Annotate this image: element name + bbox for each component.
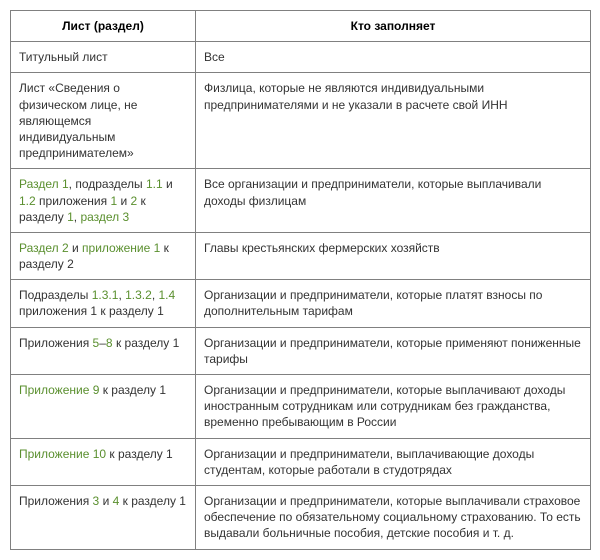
table-row: Раздел 1, подразделы 1.1 и 1.2 приложени… (11, 169, 591, 233)
text-run: Лист «Сведения о физическом лице, не явл… (19, 81, 137, 160)
text-run: Организации и предприниматели, выплачива… (204, 447, 534, 477)
cell-who: Главы крестьянских фермерских хозяйств (196, 232, 591, 279)
table-row: Приложения 5–8 к разделу 1 Организации и … (11, 327, 591, 374)
section-link[interactable]: 1.4 (158, 288, 175, 302)
cell-sheet: Раздел 2 и приложение 1 к разделу 2 (11, 232, 196, 279)
text-run: Организации и предприниматели, которые п… (204, 288, 542, 318)
text-run: Организации и предприниматели, которые в… (204, 383, 565, 429)
cell-who: Физлица, которые не являются индивидуаль… (196, 73, 591, 169)
section-link[interactable]: 1.3.2 (125, 288, 152, 302)
section-link[interactable]: 1 (67, 210, 74, 224)
table-row: Титульный лист Все (11, 42, 591, 73)
text-run: Физлица, которые не являются индивидуаль… (204, 81, 508, 111)
section-link[interactable]: 1.2 (19, 194, 36, 208)
cell-sheet: Приложения 3 и 4 к разделу 1 (11, 485, 196, 549)
text-run: Организации и предприниматели, которые п… (204, 336, 581, 366)
header-sheet: Лист (раздел) (11, 11, 196, 42)
text-run: Все (204, 50, 225, 64)
section-link[interactable]: Раздел 1 (19, 177, 69, 191)
cell-who: Организации и предприниматели, которые в… (196, 375, 591, 439)
text-run: приложения (36, 194, 111, 208)
text-run: Все организации и предприниматели, котор… (204, 177, 541, 207)
text-run: к разделу 1 (99, 383, 166, 397)
cell-who: Организации и предприниматели, которые п… (196, 280, 591, 327)
text-run: Организации и предприниматели, которые в… (204, 494, 581, 540)
text-run: Приложения (19, 336, 93, 350)
text-run: Приложения (19, 494, 93, 508)
text-run: к разделу 1 (113, 336, 180, 350)
text-run: и (117, 194, 130, 208)
table-row: Лист «Сведения о физическом лице, не явл… (11, 73, 591, 169)
section-link[interactable]: приложение 1 (82, 241, 160, 255)
cell-sheet: Приложения 5–8 к разделу 1 (11, 327, 196, 374)
section-link[interactable]: 1.1 (146, 177, 163, 191)
cell-who: Все организации и предприниматели, котор… (196, 169, 591, 233)
section-link[interactable]: 1.3.1 (92, 288, 119, 302)
text-run: приложения 1 к разделу 1 (19, 304, 164, 318)
header-who: Кто заполняет (196, 11, 591, 42)
table-row: Раздел 2 и приложение 1 к разделу 2 Главы… (11, 232, 591, 279)
section-link[interactable]: Приложение 9 (19, 383, 99, 397)
table-row: Приложение 10 к разделу 1 Организации и п… (11, 438, 591, 485)
cell-who: Организации и предприниматели, которые в… (196, 485, 591, 549)
text-run: Титульный лист (19, 50, 108, 64)
text-run: и (99, 494, 112, 508)
cell-sheet: Раздел 1, подразделы 1.1 и 1.2 приложени… (11, 169, 196, 233)
text-run: Подразделы (19, 288, 92, 302)
table-row: Подразделы 1.3.1, 1.3.2, 1.4 приложения … (11, 280, 591, 327)
section-link[interactable]: 8 (106, 336, 113, 350)
cell-sheet: Приложение 9 к разделу 1 (11, 375, 196, 439)
table-header-row: Лист (раздел) Кто заполняет (11, 11, 591, 42)
section-link[interactable]: Раздел 2 (19, 241, 69, 255)
table-row: Приложение 9 к разделу 1Организации и пр… (11, 375, 591, 439)
text-run: к разделу 1 (119, 494, 186, 508)
text-run: , подразделы (69, 177, 146, 191)
cell-sheet: Титульный лист (11, 42, 196, 73)
text-run: – (99, 336, 106, 350)
cell-who: Все (196, 42, 591, 73)
sheets-table: Лист (раздел) Кто заполняет Титульный ли… (10, 10, 591, 550)
cell-who: Организации и предприниматели, выплачива… (196, 438, 591, 485)
text-run: Главы крестьянских фермерских хозяйств (204, 241, 440, 255)
cell-sheet: Приложение 10 к разделу 1 (11, 438, 196, 485)
section-link[interactable]: Приложение 10 (19, 447, 106, 461)
section-link[interactable]: раздел 3 (80, 210, 129, 224)
cell-sheet: Подразделы 1.3.1, 1.3.2, 1.4 приложения … (11, 280, 196, 327)
cell-sheet: Лист «Сведения о физическом лице, не явл… (11, 73, 196, 169)
cell-who: Организации и предприниматели, которые п… (196, 327, 591, 374)
text-run: и (69, 241, 82, 255)
table-row: Приложения 3 и 4 к разделу 1Организации … (11, 485, 591, 549)
text-run: к разделу 1 (106, 447, 173, 461)
text-run: и (163, 177, 173, 191)
